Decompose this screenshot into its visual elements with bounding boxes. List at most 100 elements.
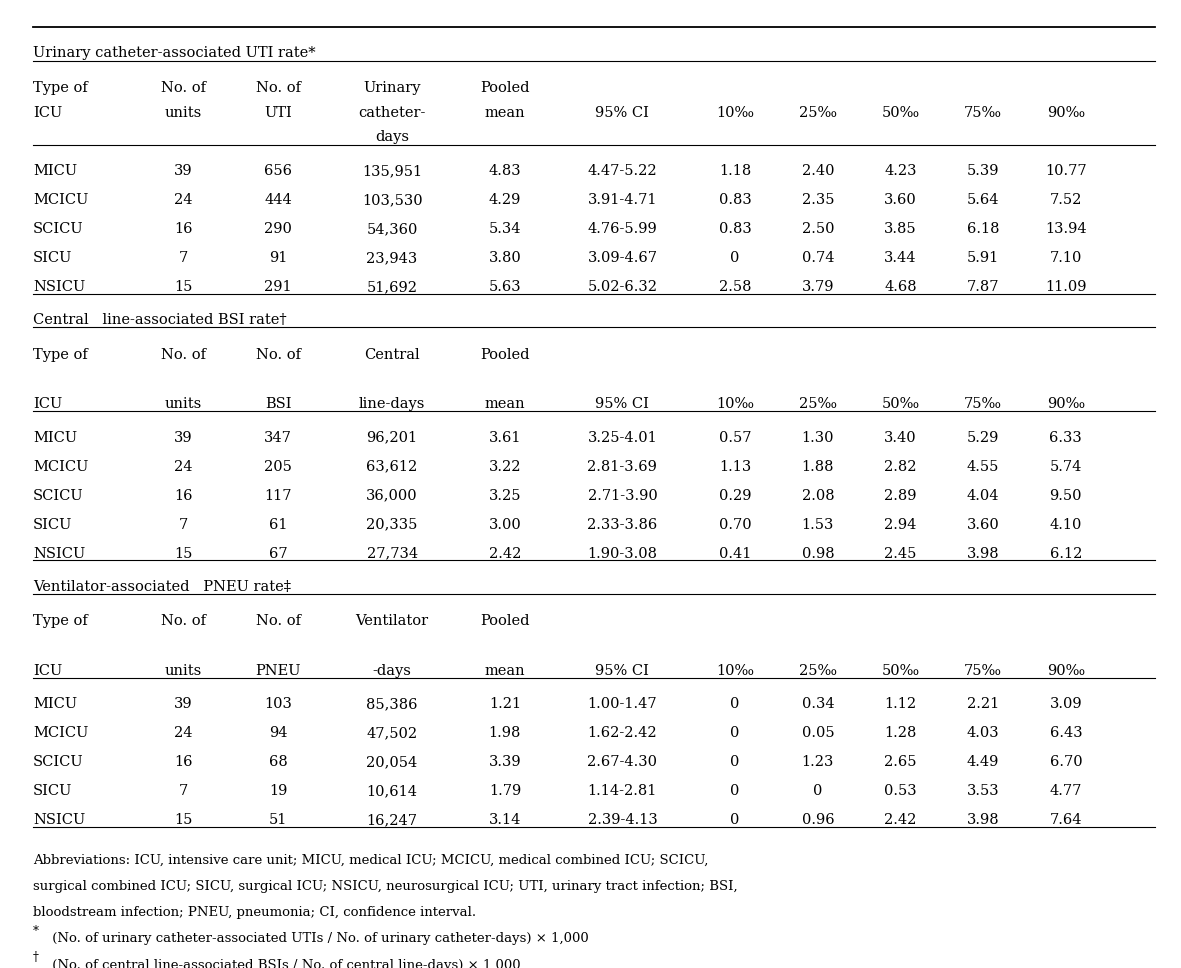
Text: 4.23: 4.23	[885, 164, 916, 178]
Text: 96,201: 96,201	[366, 431, 418, 444]
Text: 1.79: 1.79	[489, 784, 521, 799]
Text: 2.45: 2.45	[885, 547, 916, 560]
Text: 75‰: 75‰	[964, 397, 1003, 411]
Text: 2.67-4.30: 2.67-4.30	[587, 755, 658, 770]
Text: ICU: ICU	[33, 664, 63, 678]
Text: 2.21: 2.21	[967, 697, 999, 711]
Text: 90‰: 90‰	[1046, 397, 1085, 411]
Text: 3.00: 3.00	[489, 518, 521, 531]
Text: Abbreviations: ICU, intensive care unit; MICU, medical ICU; MCICU, medical combi: Abbreviations: ICU, intensive care unit;…	[33, 854, 709, 867]
Text: 3.22: 3.22	[489, 460, 521, 473]
Text: days: days	[376, 131, 409, 144]
Text: 2.08: 2.08	[802, 489, 834, 502]
Text: 15: 15	[175, 547, 193, 560]
Text: 10‰: 10‰	[716, 106, 755, 120]
Text: 61: 61	[269, 518, 287, 531]
Text: 1.30: 1.30	[802, 431, 834, 444]
Text: 0.83: 0.83	[719, 222, 751, 236]
Text: 91: 91	[269, 251, 287, 265]
Text: 94: 94	[269, 726, 287, 741]
Text: 0: 0	[814, 784, 822, 799]
Text: *: *	[33, 924, 39, 938]
Text: UTI: UTI	[265, 106, 292, 120]
Text: 1.90-3.08: 1.90-3.08	[587, 547, 658, 560]
Text: 0.70: 0.70	[719, 518, 751, 531]
Text: 6.33: 6.33	[1050, 431, 1082, 444]
Text: 20,335: 20,335	[366, 518, 418, 531]
Text: 50‰: 50‰	[881, 664, 920, 678]
Text: 5.39: 5.39	[967, 164, 999, 178]
Text: units: units	[165, 397, 202, 411]
Text: 2.89: 2.89	[885, 489, 916, 502]
Text: (No. of urinary catheter-associated UTIs / No. of urinary catheter-days) × 1,000: (No. of urinary catheter-associated UTIs…	[48, 932, 589, 946]
Text: NSICU: NSICU	[33, 813, 85, 828]
Text: 27,734: 27,734	[366, 547, 418, 560]
Text: 2.40: 2.40	[802, 164, 834, 178]
Text: MCICU: MCICU	[33, 726, 89, 741]
Text: 1.62-2.42: 1.62-2.42	[588, 726, 657, 741]
Text: 4.76-5.99: 4.76-5.99	[587, 222, 658, 236]
Text: 7: 7	[180, 518, 188, 531]
Text: 9.50: 9.50	[1050, 489, 1082, 502]
Text: 24: 24	[175, 193, 193, 207]
Text: 3.09: 3.09	[1050, 697, 1082, 711]
Text: 1.12: 1.12	[885, 697, 916, 711]
Text: 6.70: 6.70	[1050, 755, 1082, 770]
Text: 23,943: 23,943	[366, 251, 418, 265]
Text: 85,386: 85,386	[366, 697, 418, 711]
Text: 11.09: 11.09	[1045, 280, 1087, 294]
Text: 2.33-3.86: 2.33-3.86	[587, 518, 658, 531]
Text: 25‰: 25‰	[798, 106, 837, 120]
Text: 0.05: 0.05	[802, 726, 834, 741]
Text: 0.41: 0.41	[719, 547, 751, 560]
Text: 4.77: 4.77	[1050, 784, 1082, 799]
Text: 25‰: 25‰	[798, 397, 837, 411]
Text: 4.68: 4.68	[885, 280, 916, 294]
Text: mean: mean	[484, 664, 526, 678]
Text: 95% CI: 95% CI	[595, 664, 650, 678]
Text: 3.25-4.01: 3.25-4.01	[587, 431, 658, 444]
Text: 0: 0	[731, 813, 739, 828]
Text: Type of: Type of	[33, 348, 87, 362]
Text: No. of: No. of	[255, 348, 301, 362]
Text: 16: 16	[175, 222, 193, 236]
Text: units: units	[165, 106, 202, 120]
Text: SCICU: SCICU	[33, 489, 84, 502]
Text: 16: 16	[175, 489, 193, 502]
Text: Pooled: Pooled	[481, 81, 529, 95]
Text: 291: 291	[265, 280, 292, 294]
Text: 39: 39	[175, 697, 193, 711]
Text: MICU: MICU	[33, 431, 77, 444]
Text: Type of: Type of	[33, 81, 87, 95]
Text: †: †	[33, 951, 39, 964]
Text: 3.09-4.67: 3.09-4.67	[587, 251, 658, 265]
Text: 7: 7	[180, 251, 188, 265]
Text: 95% CI: 95% CI	[595, 106, 650, 120]
Text: 1.23: 1.23	[802, 755, 834, 770]
Text: SICU: SICU	[33, 251, 72, 265]
Text: 24: 24	[175, 460, 193, 473]
Text: 90‰: 90‰	[1046, 664, 1085, 678]
Text: 5.63: 5.63	[489, 280, 521, 294]
Text: 16: 16	[175, 755, 193, 770]
Text: 1.88: 1.88	[802, 460, 834, 473]
Text: 5.74: 5.74	[1050, 460, 1082, 473]
Text: 2.35: 2.35	[802, 193, 834, 207]
Text: 1.98: 1.98	[489, 726, 521, 741]
Text: 0.74: 0.74	[802, 251, 834, 265]
Text: (No. of central line-associated BSIs / No. of central line-days) × 1,000: (No. of central line-associated BSIs / N…	[48, 958, 521, 968]
Text: 7.87: 7.87	[967, 280, 999, 294]
Text: 4.03: 4.03	[967, 726, 999, 741]
Text: 13.94: 13.94	[1045, 222, 1087, 236]
Text: mean: mean	[484, 106, 526, 120]
Text: 3.85: 3.85	[885, 222, 916, 236]
Text: 3.60: 3.60	[967, 518, 999, 531]
Text: 51: 51	[269, 813, 287, 828]
Text: 25‰: 25‰	[798, 664, 837, 678]
Text: 0.53: 0.53	[885, 784, 916, 799]
Text: 2.65: 2.65	[885, 755, 916, 770]
Text: 7.52: 7.52	[1050, 193, 1082, 207]
Text: 0.98: 0.98	[802, 547, 834, 560]
Text: 0: 0	[731, 726, 739, 741]
Text: NSICU: NSICU	[33, 547, 85, 560]
